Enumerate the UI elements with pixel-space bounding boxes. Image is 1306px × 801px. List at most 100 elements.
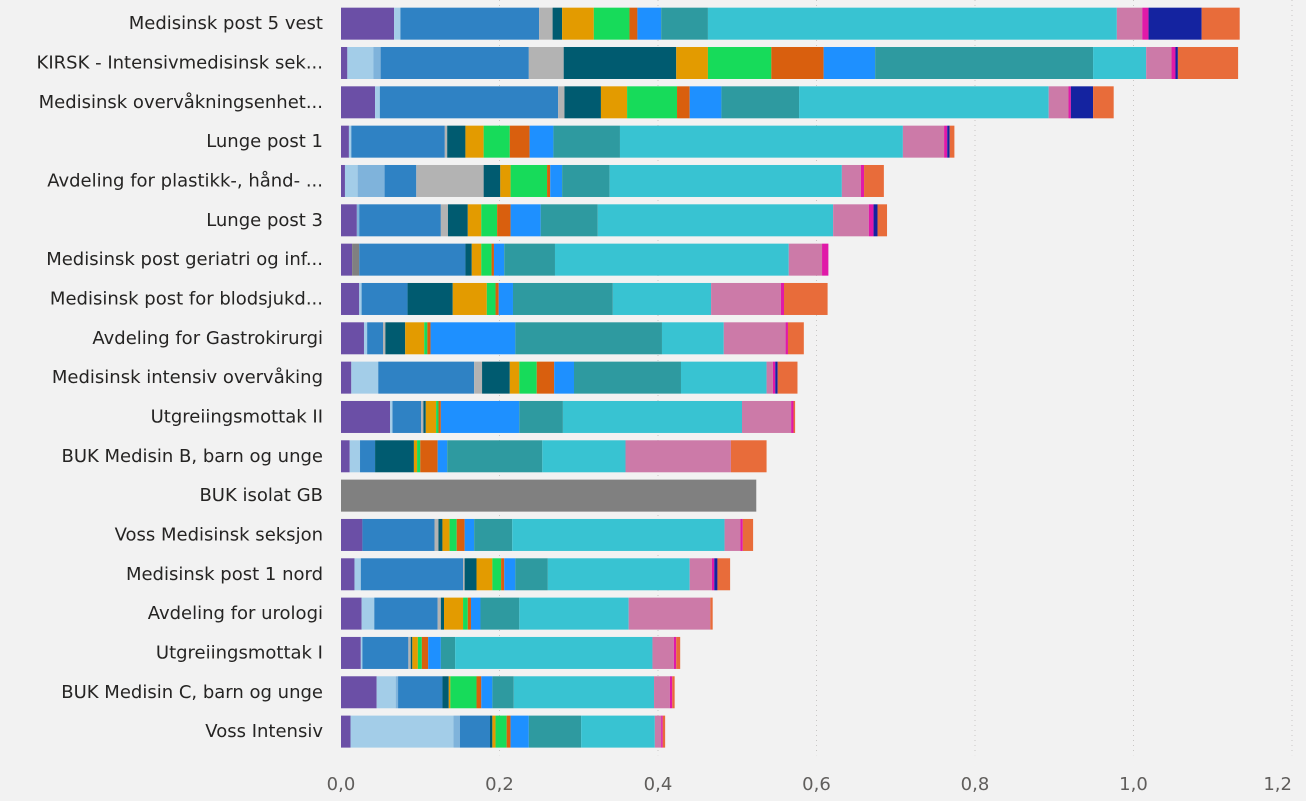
bar-segment[interactable]: [495, 282, 499, 315]
bar-segment[interactable]: [902, 125, 945, 158]
bar-segment[interactable]: [341, 440, 350, 473]
bar-segment[interactable]: [449, 518, 457, 551]
bar-segment[interactable]: [440, 636, 456, 669]
bar-segment[interactable]: [465, 125, 484, 158]
bar-segment[interactable]: [352, 243, 360, 276]
bar-segment[interactable]: [554, 243, 789, 276]
bar-segment[interactable]: [723, 322, 786, 355]
bar-segment[interactable]: [552, 7, 563, 40]
bar-segment[interactable]: [341, 676, 377, 709]
bar-segment[interactable]: [341, 636, 361, 669]
bar-segment[interactable]: [860, 164, 865, 197]
bar-segment[interactable]: [775, 361, 778, 394]
bar-segment[interactable]: [672, 676, 675, 709]
bar-segment[interactable]: [619, 125, 903, 158]
bar-segment[interactable]: [394, 7, 401, 40]
bar-segment[interactable]: [799, 86, 1049, 119]
bar-segment[interactable]: [440, 400, 520, 433]
bar-segment[interactable]: [492, 715, 496, 748]
bar-segment[interactable]: [464, 558, 477, 591]
bar-segment[interactable]: [550, 164, 563, 197]
bar-segment[interactable]: [707, 7, 1117, 40]
bar-segment[interactable]: [362, 518, 435, 551]
bar-segment[interactable]: [742, 518, 754, 551]
bar-segment[interactable]: [362, 636, 409, 669]
bar-segment[interactable]: [510, 164, 548, 197]
bar-segment[interactable]: [629, 7, 638, 40]
bar-segment[interactable]: [711, 558, 715, 591]
bar-segment[interactable]: [408, 636, 411, 669]
bar-segment[interactable]: [354, 558, 361, 591]
bar-segment[interactable]: [788, 243, 823, 276]
bar-segment[interactable]: [785, 322, 788, 355]
bar-segment[interactable]: [438, 400, 441, 433]
bar-segment[interactable]: [434, 518, 439, 551]
bar-segment[interactable]: [489, 715, 493, 748]
bar-segment[interactable]: [564, 86, 601, 119]
bar-segment[interactable]: [483, 164, 501, 197]
bar-segment[interactable]: [471, 243, 482, 276]
bar-segment[interactable]: [627, 86, 678, 119]
bar-segment[interactable]: [380, 46, 529, 79]
bar-segment[interactable]: [376, 676, 396, 709]
bar-segment[interactable]: [944, 125, 948, 158]
bar-segment[interactable]: [359, 243, 466, 276]
bar-segment[interactable]: [360, 558, 464, 591]
bar-segment[interactable]: [341, 361, 352, 394]
bar-segment[interactable]: [515, 558, 548, 591]
bar-segment[interactable]: [766, 361, 773, 394]
bar-segment[interactable]: [510, 715, 529, 748]
bar-segment[interactable]: [385, 322, 406, 355]
bar-segment[interactable]: [547, 558, 690, 591]
bar-segment[interactable]: [417, 636, 422, 669]
bar-segment[interactable]: [612, 282, 712, 315]
bar-segment[interactable]: [350, 715, 454, 748]
bar-segment[interactable]: [593, 7, 630, 40]
bar-segment[interactable]: [833, 204, 869, 237]
bar-segment[interactable]: [628, 597, 711, 630]
bar-segment[interactable]: [609, 164, 842, 197]
bar-segment[interactable]: [428, 636, 441, 669]
bar-segment[interactable]: [447, 125, 466, 158]
bar-segment[interactable]: [421, 400, 424, 433]
bar-segment[interactable]: [689, 86, 722, 119]
bar-segment[interactable]: [410, 636, 413, 669]
bar-segment[interactable]: [498, 282, 513, 315]
bar-segment[interactable]: [528, 46, 564, 79]
bar-segment[interactable]: [661, 322, 724, 355]
bar-segment[interactable]: [652, 636, 674, 669]
bar-segment[interactable]: [1177, 46, 1239, 79]
bar-segment[interactable]: [379, 86, 559, 119]
bar-segment[interactable]: [412, 636, 418, 669]
bar-segment[interactable]: [721, 86, 800, 119]
bar-segment[interactable]: [452, 282, 487, 315]
bar-segment[interactable]: [474, 361, 483, 394]
bar-segment[interactable]: [654, 676, 670, 709]
bar-segment[interactable]: [868, 204, 874, 237]
bar-segment[interactable]: [509, 125, 530, 158]
bar-segment[interactable]: [654, 715, 662, 748]
bar-segment[interactable]: [512, 518, 725, 551]
bar-segment[interactable]: [495, 715, 507, 748]
bar-segment[interactable]: [437, 440, 448, 473]
bar-segment[interactable]: [581, 715, 655, 748]
bar-segment[interactable]: [504, 243, 555, 276]
bar-segment[interactable]: [791, 400, 794, 433]
bar-segment[interactable]: [400, 7, 540, 40]
bar-segment[interactable]: [1116, 7, 1143, 40]
bar-segment[interactable]: [361, 282, 408, 315]
bar-segment[interactable]: [1146, 46, 1172, 79]
bar-segment[interactable]: [341, 164, 345, 197]
bar-segment[interactable]: [506, 715, 511, 748]
bar-segment[interactable]: [600, 86, 628, 119]
bar-segment[interactable]: [444, 125, 448, 158]
bar-segment[interactable]: [482, 361, 510, 394]
bar-segment[interactable]: [442, 676, 449, 709]
bar-segment[interactable]: [341, 282, 360, 315]
bar-segment[interactable]: [823, 46, 876, 79]
bar-segment[interactable]: [392, 400, 422, 433]
bar-segment[interactable]: [528, 715, 582, 748]
bar-segment[interactable]: [793, 400, 796, 433]
bar-segment[interactable]: [513, 676, 655, 709]
bar-segment[interactable]: [474, 518, 513, 551]
